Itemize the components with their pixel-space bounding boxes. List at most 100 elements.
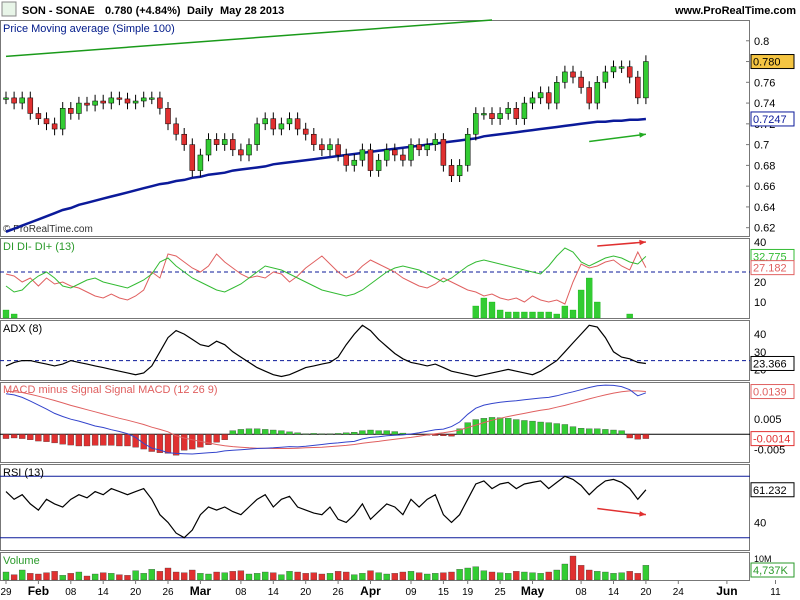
macd-tick-label: -0.005 xyxy=(754,445,785,457)
di-histogram-bar xyxy=(529,311,536,319)
rsi-tick-label: 40 xyxy=(754,517,766,529)
volume-bar xyxy=(172,571,180,581)
macd-histogram-bar xyxy=(116,434,123,447)
volume-bar xyxy=(59,575,66,581)
volume-bar xyxy=(43,572,50,581)
macd-histogram-bar xyxy=(302,433,309,435)
di-histogram-bar xyxy=(553,313,560,319)
candle-body xyxy=(408,144,414,161)
candle-body xyxy=(165,108,171,125)
last-price-label-box xyxy=(750,54,795,70)
candle-body xyxy=(76,102,82,114)
candle-body xyxy=(440,139,447,166)
volume-bar xyxy=(35,573,42,581)
volume-bar xyxy=(537,573,544,581)
candle-body xyxy=(497,113,503,119)
macd-histogram-bar xyxy=(229,430,236,435)
candle-body xyxy=(578,76,584,88)
x-tick-label: 15 xyxy=(438,587,450,598)
rsi-value-label: 61.232 xyxy=(750,482,795,498)
macd-line xyxy=(5,384,647,455)
candle-body xyxy=(529,97,536,104)
candle-body xyxy=(213,139,220,145)
volume-bar xyxy=(399,571,407,581)
price-tick-label: 0.68 xyxy=(754,160,775,172)
candle-body xyxy=(11,97,17,104)
symbol-label: SON - SONAE xyxy=(22,5,95,17)
macd-value-label: 0.0139 xyxy=(750,384,795,400)
macd-histogram-bar xyxy=(472,419,479,435)
volume-bar xyxy=(561,563,569,581)
volume-bar xyxy=(359,573,366,581)
di-histogram-bar xyxy=(496,309,504,319)
candle-body xyxy=(481,113,487,116)
volume-bar xyxy=(19,569,26,581)
candle-body xyxy=(230,139,236,151)
macd-histogram-bar xyxy=(124,434,131,447)
volume-bar xyxy=(383,573,390,581)
volume-bar xyxy=(213,571,220,581)
volume-bar xyxy=(334,571,342,581)
volume-bar xyxy=(108,573,115,581)
macd-histogram-bar xyxy=(399,432,407,435)
macd-histogram-bar xyxy=(10,434,18,439)
volume-bar xyxy=(10,574,18,581)
candle-body xyxy=(35,113,42,119)
volume-bar xyxy=(480,570,488,581)
macd-histogram-bar xyxy=(83,434,91,447)
volume-bar xyxy=(197,573,204,581)
site-label[interactable]: www.ProRealTime.com xyxy=(674,5,796,17)
volume-bar xyxy=(618,572,625,581)
candle-body xyxy=(189,144,196,171)
price-tick-label: 0.7 xyxy=(754,140,769,152)
volume-bar xyxy=(148,569,155,581)
volume-bar xyxy=(343,571,350,581)
volume-bar xyxy=(318,573,326,581)
macd-histogram-bar xyxy=(488,417,496,435)
macd-hist-value-label-text: -0.0014 xyxy=(753,434,790,446)
candle-body xyxy=(489,113,495,119)
candle-body xyxy=(197,154,204,171)
chart-type-icon[interactable] xyxy=(1,1,17,17)
volume-bar xyxy=(253,573,261,581)
macd-histogram-bar xyxy=(237,429,245,435)
volume-bar xyxy=(472,566,479,581)
macd-value-label-text: 0.0139 xyxy=(753,387,787,399)
candle-body xyxy=(238,149,244,156)
macd-histogram-bar xyxy=(383,430,390,435)
di-minus-value-label-box xyxy=(750,260,795,276)
volume-bar xyxy=(375,572,382,581)
trend-line xyxy=(5,19,493,58)
price-tick-label: 0.76 xyxy=(754,77,775,89)
volume-bar xyxy=(407,571,415,581)
volume-bar xyxy=(488,571,496,581)
candle-body xyxy=(432,139,439,145)
candle-body xyxy=(448,165,455,177)
di-tick-label: 40 xyxy=(754,237,766,249)
x-tick-label: Apr xyxy=(360,584,381,598)
macd-panel-frame xyxy=(0,382,750,463)
di-plus-line xyxy=(5,247,647,297)
volume-bar xyxy=(553,569,560,581)
candle-body xyxy=(359,149,366,161)
macd-histogram-bar xyxy=(602,429,609,435)
green-arrow xyxy=(589,133,646,143)
volume-bar xyxy=(351,574,358,581)
adx-panel: ADX (8)203040 xyxy=(0,320,766,381)
macd-histogram-bar xyxy=(189,434,196,450)
macd-histogram-bar xyxy=(108,434,115,446)
candle-body xyxy=(375,159,382,171)
volume-bar xyxy=(569,555,577,581)
candle-body xyxy=(416,144,422,151)
x-axis: 29 Feb 08 14 20 26 Mar 08 14 20 26 Apr 09 15 19 25 May 08… xyxy=(0,580,781,598)
volume-bar xyxy=(237,570,245,581)
candle-body xyxy=(327,144,333,151)
candle-body xyxy=(43,118,50,125)
volume-bar xyxy=(221,572,228,581)
candle-body xyxy=(562,71,568,83)
volume-bar xyxy=(294,571,301,581)
candle-body xyxy=(392,149,398,156)
macd-histogram-bar xyxy=(221,434,228,440)
rsi-value-label-box xyxy=(750,482,795,498)
macd-histogram-bar xyxy=(545,422,552,435)
